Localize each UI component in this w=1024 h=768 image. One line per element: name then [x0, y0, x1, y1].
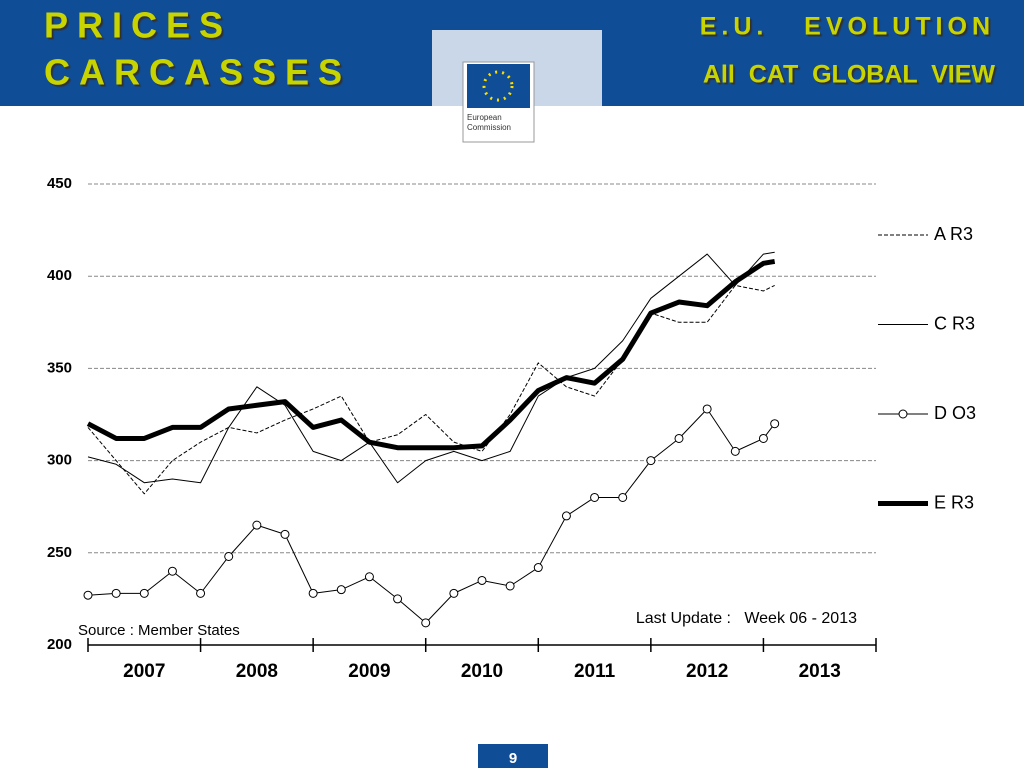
- point: [449, 588, 459, 598]
- logo-text: European: [467, 113, 502, 122]
- point: [730, 446, 740, 456]
- title: PRICES: [44, 5, 232, 46]
- subtitle: All CAT GLOBAL VIEW: [703, 61, 996, 89]
- x-tick-label: 2007: [123, 661, 165, 682]
- y-tick-label: 400: [47, 267, 72, 284]
- y-tick-label: 450: [47, 175, 72, 192]
- page-number: 9: [509, 750, 517, 767]
- x-tick-label: 2012: [686, 661, 728, 682]
- x-tick-label: 2009: [348, 661, 390, 682]
- point: [505, 581, 515, 591]
- point: [561, 511, 571, 521]
- legend-label: D O3: [934, 403, 976, 423]
- y-tick-label: 200: [47, 636, 72, 653]
- subtitle: E.U. EVOLUTION: [700, 13, 995, 41]
- legend-label: E R3: [934, 492, 974, 512]
- point: [770, 419, 780, 429]
- point: [758, 433, 768, 443]
- point: [533, 563, 543, 573]
- point: [111, 588, 121, 598]
- point: [702, 404, 712, 414]
- point: [83, 590, 93, 600]
- logo-text: Commission: [467, 123, 511, 132]
- annotation: Source : Member States: [78, 622, 240, 639]
- annotation: Last Update : Week 06 - 2013: [636, 610, 857, 627]
- x-tick-label: 2010: [461, 661, 503, 682]
- series-line: [87, 284, 775, 495]
- point: [308, 588, 318, 598]
- page-box: [478, 744, 548, 768]
- point: [336, 585, 346, 595]
- series-line: [87, 408, 776, 624]
- legend-label: A R3: [934, 224, 973, 244]
- logo: European Commission: [432, 30, 602, 143]
- point: [139, 588, 149, 598]
- point: [280, 529, 290, 539]
- y-tick-label: 300: [47, 452, 72, 469]
- point: [646, 456, 656, 466]
- y-tick-label: 350: [47, 359, 72, 376]
- x-tick-label: 2013: [799, 661, 841, 682]
- point: [674, 433, 684, 443]
- title: CARCASSES: [44, 52, 351, 93]
- y-tick-label: 250: [47, 544, 72, 561]
- point: [196, 588, 206, 598]
- series-line: [86, 258, 776, 451]
- x-tick-label: 2011: [574, 661, 616, 682]
- x-tick-label: 2008: [236, 661, 278, 682]
- legend-marker: [898, 409, 908, 419]
- legend-label: C R3: [934, 313, 975, 333]
- point: [477, 575, 487, 585]
- series-line: [87, 251, 775, 484]
- point: [224, 551, 234, 561]
- point: [167, 566, 177, 576]
- point: [421, 618, 431, 628]
- point: [590, 492, 600, 502]
- point: [364, 572, 374, 582]
- point: [618, 492, 628, 502]
- point: [252, 520, 262, 530]
- point: [393, 594, 403, 604]
